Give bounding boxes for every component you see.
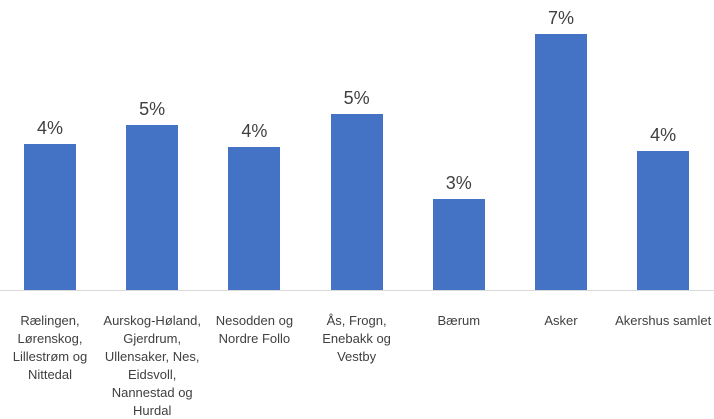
bar: [535, 34, 587, 290]
value-label: 4%: [36, 117, 63, 138]
value-label: 5%: [343, 88, 370, 109]
x-tick-label: Aurskog-Høland, Gjerdrum, Ullensaker, Ne…: [103, 313, 201, 418]
x-tick-label: Bærum: [437, 313, 481, 328]
x-tick-label: Asker: [544, 313, 578, 328]
value-label: 4%: [241, 121, 268, 142]
value-label: 5%: [139, 99, 166, 120]
bar: [432, 198, 485, 290]
bar: [24, 143, 76, 290]
bar: [228, 147, 281, 290]
value-label: 4%: [650, 125, 677, 146]
x-tick-label: Rælingen, Lørenskog, Lillestrøm og Nitte…: [12, 313, 88, 382]
x-tick-label: Akershus samlet: [615, 313, 712, 328]
value-label: 7%: [547, 8, 574, 28]
value-label: 3%: [445, 172, 472, 193]
bar: [637, 151, 690, 290]
bar: [126, 125, 179, 290]
baseline: [0, 290, 714, 291]
x-tick-label: Ås, Frogn, Enebakk og Vestby: [322, 313, 391, 364]
x-tick-label: Nesodden og Nordre Follo: [215, 313, 294, 346]
bar: [330, 114, 383, 290]
